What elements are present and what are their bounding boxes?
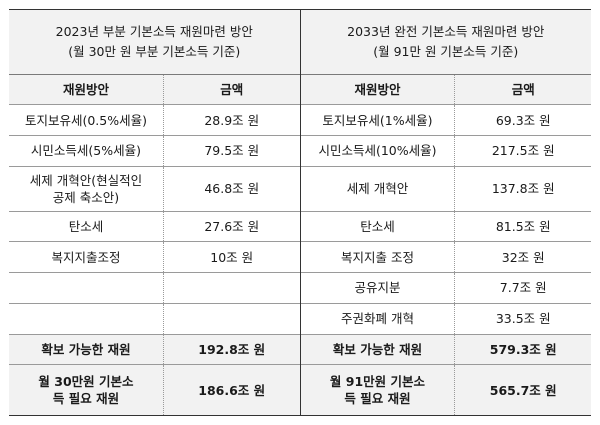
method-cell: 시민소득세(10%세율)	[318, 143, 437, 159]
need-value: 186.6조 원	[162, 365, 300, 416]
right-header: 2033년 완전 기본소득 재원마련 방안 (월 91만 원 기본소득 기준)	[300, 10, 591, 75]
table-row	[9, 273, 300, 304]
right-title: 2033년 완전 기본소득 재원마련 방안	[347, 23, 545, 39]
method-cell: 주권화폐 개혁	[340, 311, 414, 327]
method-cell: 시민소득세(5%세율)	[30, 143, 142, 159]
table-row: 세제 개혁안(현실적인 공제 축소안) 46.8조 원	[9, 166, 300, 212]
method-cell: 복지지출 조정	[340, 249, 414, 265]
need-row: 월 91만원 기본소득 필요 재원 565.7조 원	[300, 365, 591, 416]
left-column-header: 재원방안 금액	[9, 74, 300, 106]
amount-cell: 69.3조 원	[454, 105, 591, 136]
table-row: 시민소득세(5%세율) 79.5조 원	[9, 136, 300, 167]
total-value: 192.8조 원	[162, 334, 300, 365]
method-cell: 탄소세	[360, 218, 395, 234]
left-header: 2023년 부분 기본소득 재원마련 방안 (월 30만 원 부분 기본소득 기…	[9, 10, 300, 75]
table-row: 공유지분 7.7조 원	[300, 273, 591, 304]
total-value: 579.3조 원	[454, 334, 591, 365]
funding-comparison-table: 2023년 부분 기본소득 재원마련 방안 (월 30만 원 부분 기본소득 기…	[9, 9, 591, 416]
table-row: 주권화폐 개혁 33.5조 원	[300, 303, 591, 335]
amount-cell	[162, 303, 300, 334]
table-row: 시민소득세(10%세율) 217.5조 원	[300, 136, 591, 167]
right-panel: 2033년 완전 기본소득 재원마련 방안 (월 91만 원 기본소득 기준) …	[299, 10, 591, 416]
amount-cell: 27.6조 원	[162, 211, 300, 242]
left-col-amount: 금액	[162, 74, 300, 105]
right-subtitle: (월 91만 원 기본소득 기준)	[373, 43, 519, 59]
need-row: 월 30만원 기본소득 필요 재원 186.6조 원	[9, 365, 300, 416]
amount-cell: 33.5조 원	[454, 303, 591, 334]
method-cell: 복지지출조정	[51, 249, 121, 265]
total-label: 확보 가능한 재원	[332, 342, 423, 358]
right-col-amount: 금액	[454, 74, 591, 105]
total-row: 확보 가능한 재원 192.8조 원	[9, 334, 300, 366]
amount-cell: 217.5조 원	[454, 136, 591, 166]
method-cell: 세제 개혁안(현실적인 공제 축소안)	[29, 172, 143, 205]
amount-cell: 32조 원	[454, 242, 591, 273]
amount-cell: 79.5조 원	[162, 136, 300, 166]
method-cell: 토지보유세(0.5%세율)	[24, 112, 147, 128]
method-cell: 탄소세	[68, 218, 104, 234]
amount-cell: 10조 원	[162, 242, 300, 273]
table-row: 탄소세 81.5조 원	[300, 211, 591, 243]
amount-cell: 28.9조 원	[162, 105, 300, 136]
amount-cell: 137.8조 원	[454, 166, 591, 211]
table-row: 복지지출 조정 32조 원	[300, 242, 591, 274]
total-row: 확보 가능한 재원 579.3조 원	[300, 334, 591, 366]
table-row: 세제 개혁안 137.8조 원	[300, 166, 591, 212]
right-column-header: 재원방안 금액	[300, 74, 591, 106]
total-label: 확보 가능한 재원	[41, 342, 131, 358]
need-value: 565.7조 원	[454, 365, 591, 416]
amount-cell: 7.7조 원	[454, 273, 591, 303]
need-label: 월 91만원 기본소득 필요 재원	[329, 374, 426, 407]
method-cell: 토지보유세(1%세율)	[322, 112, 433, 128]
table-row: 탄소세 27.6조 원	[9, 211, 300, 243]
left-subtitle: (월 30만 원 부분 기본소득 기준)	[68, 43, 241, 59]
amount-cell: 81.5조 원	[454, 211, 591, 242]
left-col-method: 재원방안	[62, 81, 109, 97]
left-panel: 2023년 부분 기본소득 재원마련 방안 (월 30만 원 부분 기본소득 기…	[9, 10, 300, 416]
method-cell	[9, 273, 163, 303]
method-cell	[9, 304, 163, 334]
table-row	[9, 303, 300, 335]
method-cell: 세제 개혁안	[346, 181, 409, 197]
table-row: 토지보유세(0.5%세율) 28.9조 원	[9, 105, 300, 137]
left-title: 2023년 부분 기본소득 재원마련 방안	[55, 23, 253, 39]
table-row: 복지지출조정 10조 원	[9, 242, 300, 274]
method-cell: 공유지분	[354, 280, 401, 296]
amount-cell: 46.8조 원	[162, 166, 300, 211]
right-col-method: 재원방안	[354, 81, 401, 97]
table-row: 토지보유세(1%세율) 69.3조 원	[300, 105, 591, 137]
amount-cell	[162, 273, 300, 303]
need-label: 월 30만원 기본소득 필요 재원	[38, 374, 134, 407]
